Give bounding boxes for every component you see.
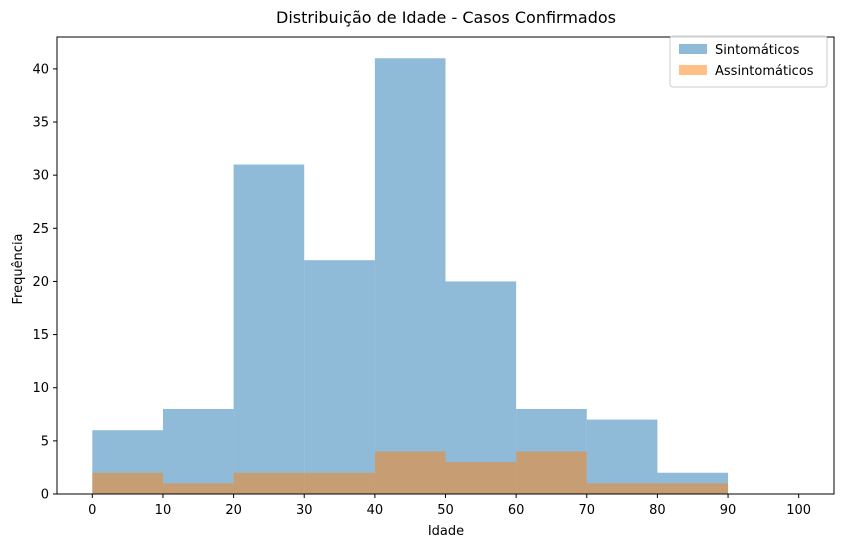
y-tick-label: 0 — [41, 488, 49, 503]
x-tick-label: 90 — [720, 503, 737, 518]
legend-swatch-0 — [679, 44, 707, 54]
bar-series-1-bin-0 — [92, 472, 163, 494]
bar-series-1-bin-8 — [657, 483, 729, 494]
x-tick-label: 20 — [225, 503, 242, 518]
x-tick-label: 70 — [578, 503, 595, 518]
bar-series-1-bin-3 — [304, 472, 375, 494]
bar-series-1-bin-6 — [516, 451, 587, 494]
y-tick-label: 20 — [32, 275, 49, 290]
x-tick-label: 100 — [786, 503, 811, 518]
bar-series-0-bin-1 — [162, 408, 234, 494]
x-tick-label: 40 — [367, 503, 384, 518]
y-tick-label: 40 — [32, 62, 49, 77]
bar-series-0-bin-5 — [445, 281, 517, 494]
x-tick-label: 60 — [508, 503, 525, 518]
y-tick-label: 15 — [32, 328, 49, 343]
y-tick-label: 25 — [32, 222, 49, 237]
x-tick-label: 80 — [649, 503, 666, 518]
y-tick-label: 30 — [32, 169, 49, 184]
x-axis-ticks: 0 10 20 30 40 50 60 70 80 90 100 — [88, 494, 811, 518]
legend-swatch-1 — [679, 65, 707, 75]
bar-series-1-bin-4 — [374, 451, 446, 494]
chart-title: Distribuição de Idade - Casos Confirmado… — [276, 8, 616, 27]
bar-series-0-bin-2 — [233, 164, 305, 494]
legend-box — [669, 35, 828, 88]
x-axis-label: Idade — [428, 524, 464, 539]
legend-label-0: Sintomáticos — [715, 43, 800, 58]
bar-series-1-bin-1 — [162, 483, 234, 494]
y-axis-ticks: 0 5 10 15 20 25 30 35 40 — [32, 62, 57, 503]
bar-series-1-bin-2 — [233, 472, 305, 494]
x-tick-label: 0 — [88, 503, 96, 518]
x-tick-label: 50 — [437, 503, 454, 518]
legend: Sintomáticos Assintomáticos — [669, 35, 828, 88]
legend-label-1: Assintomáticos — [715, 64, 814, 79]
bar-series-0-bin-7 — [586, 419, 658, 494]
bar-series-1-bin-5 — [445, 462, 517, 494]
y-tick-label: 5 — [41, 434, 49, 449]
bar-series-0-bin-4 — [374, 58, 446, 495]
bar-series-1-bin-7 — [586, 483, 658, 494]
x-tick-label: 10 — [155, 503, 172, 518]
bar-series-0-bin-3 — [304, 260, 375, 494]
x-tick-label: 30 — [296, 503, 313, 518]
y-tick-label: 35 — [32, 116, 49, 131]
bars-layer — [92, 58, 729, 495]
y-axis-label: Frequência — [11, 233, 26, 304]
y-tick-label: 10 — [32, 381, 49, 396]
